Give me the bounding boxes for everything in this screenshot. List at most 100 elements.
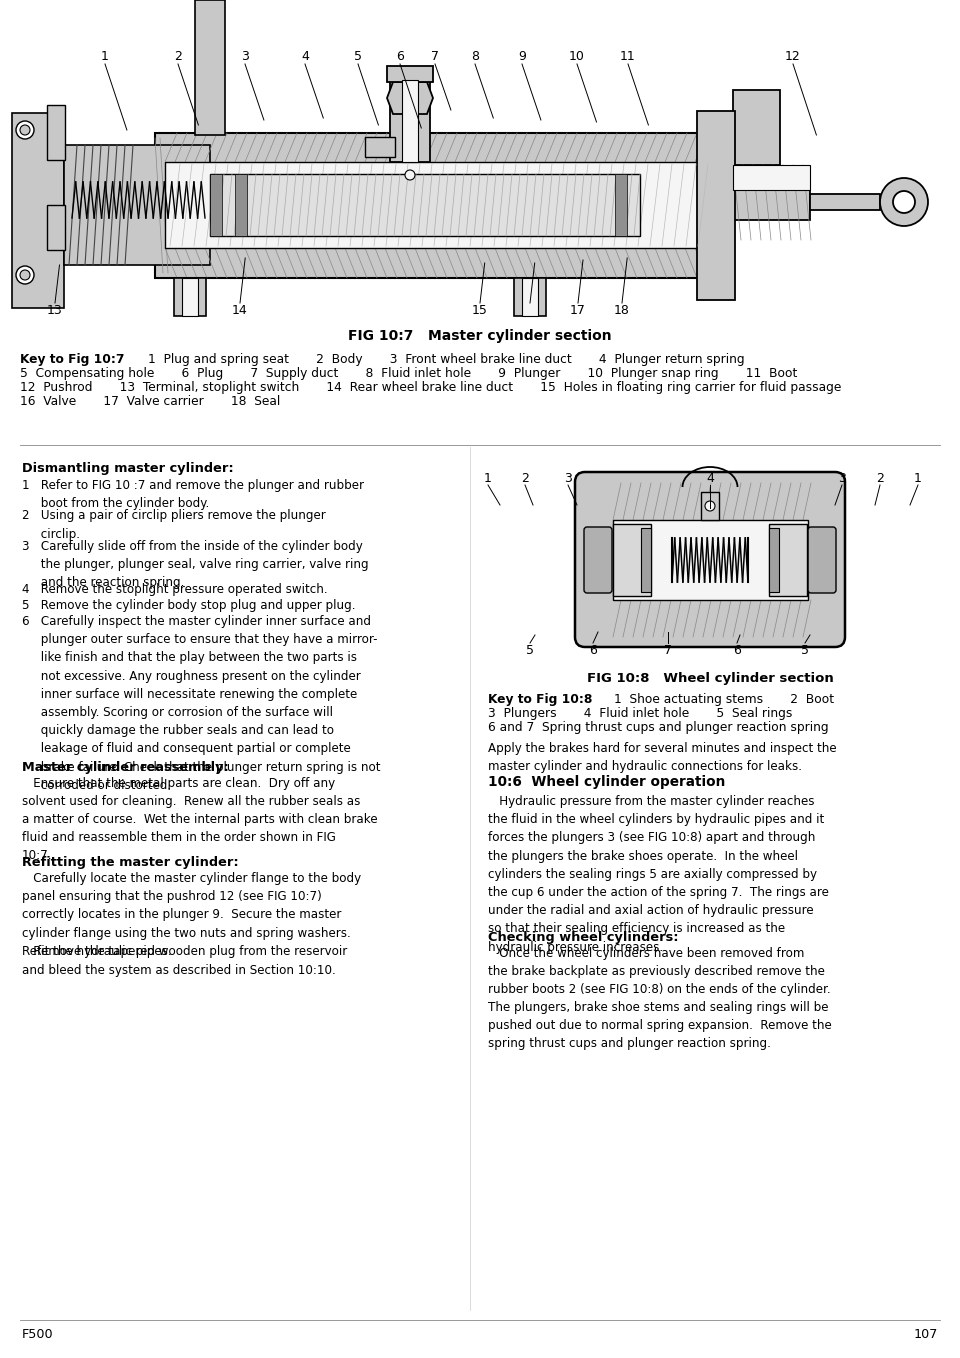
FancyBboxPatch shape xyxy=(808,527,836,593)
Bar xyxy=(155,133,715,278)
Text: 1: 1 xyxy=(484,471,492,485)
Text: 6   Carefully inspect the master cylinder inner surface and
     plunger outer s: 6 Carefully inspect the master cylinder … xyxy=(22,615,380,792)
Text: Remove the tapered wooden plug from the reservoir
and bleed the system as descri: Remove the tapered wooden plug from the … xyxy=(22,945,348,976)
Text: 1  Plug and spring seat       2  Body       3  Front wheel brake line duct      : 1 Plug and spring seat 2 Body 3 Front wh… xyxy=(148,353,745,367)
Text: Master cylinder reassembly:: Master cylinder reassembly: xyxy=(22,760,228,774)
Text: FIG 10:8   Wheel cylinder section: FIG 10:8 Wheel cylinder section xyxy=(587,672,833,684)
Text: 6: 6 xyxy=(733,644,741,656)
Text: 18: 18 xyxy=(614,303,630,316)
Text: Once the wheel cylinders have been removed from
the brake backplate as previousl: Once the wheel cylinders have been remov… xyxy=(488,947,831,1051)
Bar xyxy=(810,194,880,210)
Text: 2: 2 xyxy=(521,471,529,485)
Bar xyxy=(64,145,210,265)
Text: 11: 11 xyxy=(620,50,636,64)
Text: Refitting the master cylinder:: Refitting the master cylinder: xyxy=(22,856,239,869)
Text: 2   Using a pair of circlip pliers remove the plunger
     circlip.: 2 Using a pair of circlip pliers remove … xyxy=(22,509,325,540)
Text: 6: 6 xyxy=(396,50,404,64)
Text: 5   Remove the cylinder body stop plug and upper plug.: 5 Remove the cylinder body stop plug and… xyxy=(22,599,355,612)
Text: 10: 10 xyxy=(569,50,585,64)
Text: 5: 5 xyxy=(526,644,534,656)
Text: 4   Remove the stoplight pressure operated switch.: 4 Remove the stoplight pressure operated… xyxy=(22,583,327,596)
Text: Hydraulic pressure from the master cylinder reaches
the fluid in the wheel cylin: Hydraulic pressure from the master cylin… xyxy=(488,794,828,953)
Text: 4: 4 xyxy=(706,471,714,485)
Text: Key to Fig 10:8: Key to Fig 10:8 xyxy=(488,693,592,706)
Bar xyxy=(697,111,735,300)
Bar xyxy=(769,528,779,592)
Text: F500: F500 xyxy=(22,1328,54,1342)
Text: 6 and 7  Spring thrust cups and plunger reaction spring: 6 and 7 Spring thrust cups and plunger r… xyxy=(488,721,828,735)
Text: FIG 10:7   Master cylinder section: FIG 10:7 Master cylinder section xyxy=(348,329,612,344)
Bar xyxy=(514,278,546,316)
Text: 7: 7 xyxy=(431,50,439,64)
Bar xyxy=(402,80,418,162)
Text: 2: 2 xyxy=(876,471,884,485)
Text: 15: 15 xyxy=(472,303,488,316)
Bar xyxy=(165,162,705,249)
Bar xyxy=(47,205,65,250)
Text: 12  Pushrod       13  Terminal, stoplight switch       14  Rear wheel brake line: 12 Pushrod 13 Terminal, stoplight switch… xyxy=(20,382,841,394)
Circle shape xyxy=(20,270,30,280)
Text: 16: 16 xyxy=(522,303,538,316)
Text: 1  Shoe actuating stems       2  Boot: 1 Shoe actuating stems 2 Boot xyxy=(614,693,834,706)
Text: 3  Plungers       4  Fluid inlet hole       5  Seal rings: 3 Plungers 4 Fluid inlet hole 5 Seal rin… xyxy=(488,708,792,720)
Text: Ensure that the metal parts are clean.  Dry off any
solvent used for cleaning.  : Ensure that the metal parts are clean. D… xyxy=(22,777,377,862)
Text: 4: 4 xyxy=(301,50,309,64)
Bar xyxy=(390,80,430,162)
Text: Key to Fig 10:7: Key to Fig 10:7 xyxy=(20,353,125,367)
Text: Checking wheel cylinders:: Checking wheel cylinders: xyxy=(488,930,679,944)
Bar xyxy=(235,174,247,236)
Text: 3: 3 xyxy=(564,471,572,485)
Text: 14: 14 xyxy=(232,303,248,316)
Bar xyxy=(365,137,395,158)
Text: 7: 7 xyxy=(664,644,672,656)
Bar xyxy=(613,524,651,596)
Circle shape xyxy=(405,170,415,181)
Bar xyxy=(12,113,64,308)
Circle shape xyxy=(16,266,34,284)
Text: 6: 6 xyxy=(589,644,597,656)
Text: Apply the brakes hard for several minutes and inspect the
master cylinder and hy: Apply the brakes hard for several minute… xyxy=(488,741,836,773)
FancyBboxPatch shape xyxy=(584,527,612,593)
Bar xyxy=(733,90,780,166)
Text: 1   Refer to FIG 10 :7 and remove the plunger and rubber
     boot from the cyli: 1 Refer to FIG 10 :7 and remove the plun… xyxy=(22,479,364,511)
Bar xyxy=(182,278,198,316)
Bar xyxy=(47,105,65,160)
Text: 1: 1 xyxy=(101,50,108,64)
Text: 107: 107 xyxy=(914,1328,938,1342)
Bar xyxy=(615,174,627,236)
Text: 16  Valve       17  Valve carrier       18  Seal: 16 Valve 17 Valve carrier 18 Seal xyxy=(20,395,280,407)
FancyBboxPatch shape xyxy=(575,473,845,646)
Text: Carefully locate the master cylinder flange to the body
panel ensuring that the : Carefully locate the master cylinder fla… xyxy=(22,872,361,957)
Bar xyxy=(701,492,719,520)
Text: 9: 9 xyxy=(518,50,526,64)
Text: 5: 5 xyxy=(801,644,809,656)
Circle shape xyxy=(705,501,715,511)
Text: 13: 13 xyxy=(47,303,62,316)
Text: 8: 8 xyxy=(471,50,479,64)
Circle shape xyxy=(20,125,30,134)
Bar xyxy=(210,174,222,236)
Text: 17: 17 xyxy=(570,303,586,316)
Bar xyxy=(733,185,810,220)
Text: Dismantling master cylinder:: Dismantling master cylinder: xyxy=(22,462,233,475)
Bar xyxy=(613,520,808,600)
Bar xyxy=(733,166,810,190)
Text: 3: 3 xyxy=(241,50,249,64)
Text: 12: 12 xyxy=(785,50,801,64)
Bar xyxy=(387,67,433,81)
Circle shape xyxy=(893,191,915,213)
Bar xyxy=(195,0,225,134)
Text: 3   Carefully slide off from the inside of the cylinder body
     the plunger, p: 3 Carefully slide off from the inside of… xyxy=(22,540,369,589)
Text: 2: 2 xyxy=(174,50,182,64)
Circle shape xyxy=(16,121,34,139)
Circle shape xyxy=(880,178,928,225)
Bar xyxy=(174,278,206,316)
Text: 10:6  Wheel cylinder operation: 10:6 Wheel cylinder operation xyxy=(488,775,726,789)
Text: 5: 5 xyxy=(354,50,362,64)
Text: 5  Compensating hole       6  Plug       7  Supply duct       8  Fluid inlet hol: 5 Compensating hole 6 Plug 7 Supply duct… xyxy=(20,367,798,380)
Text: 3: 3 xyxy=(838,471,846,485)
Bar xyxy=(210,174,640,236)
Bar xyxy=(522,278,538,316)
Polygon shape xyxy=(387,81,433,114)
Bar xyxy=(769,524,807,596)
